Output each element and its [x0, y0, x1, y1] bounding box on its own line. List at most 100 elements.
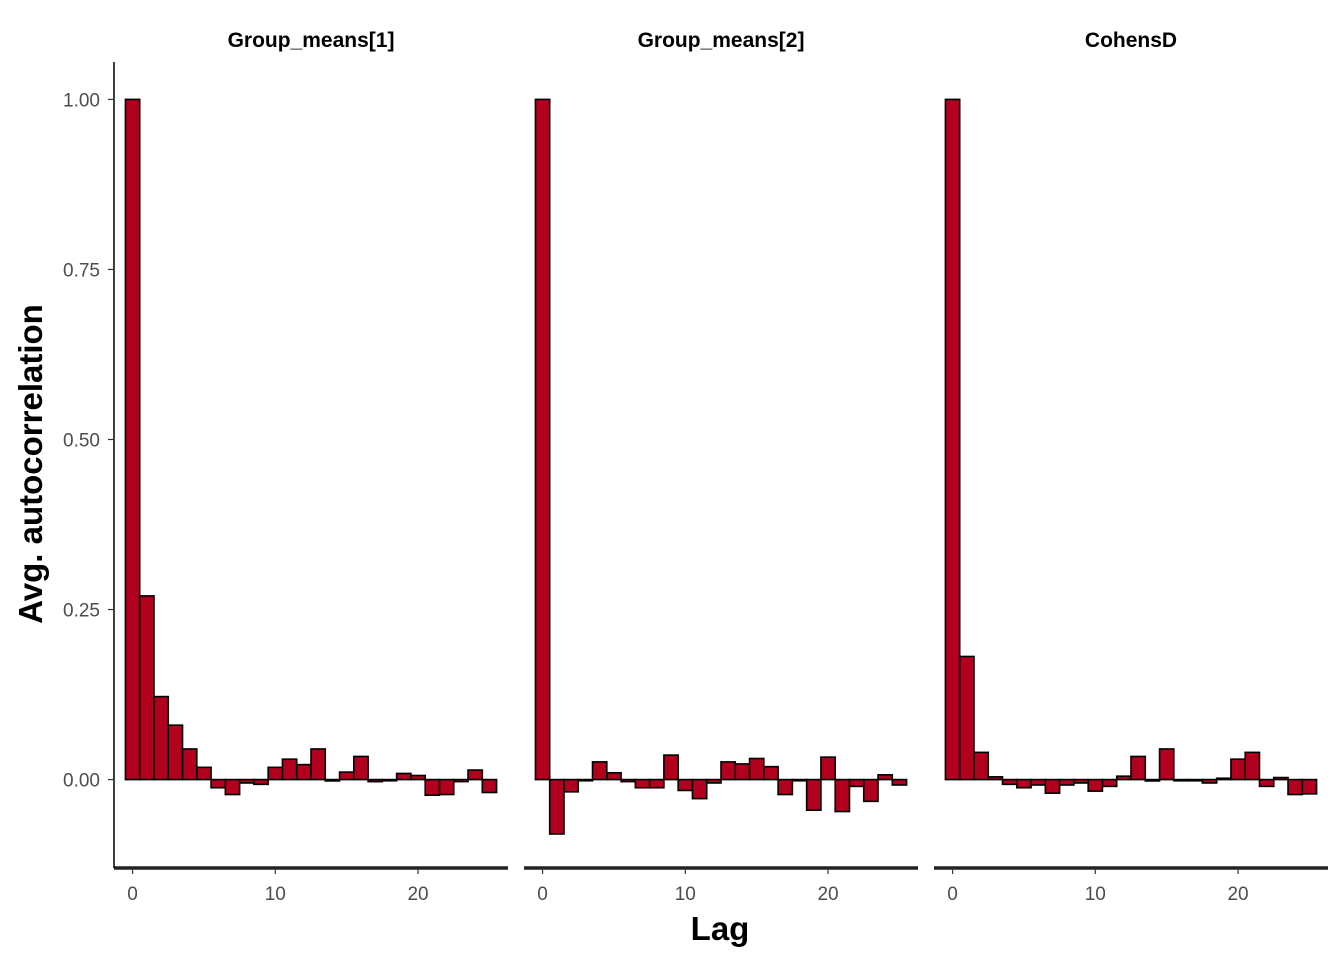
acf-bar [1201, 778, 1218, 784]
acf-bar [253, 778, 269, 786]
acf-bar [1301, 778, 1318, 795]
acf-bar [987, 776, 1004, 781]
acf-bar [1044, 778, 1061, 794]
acf-bar [577, 778, 594, 782]
facet-panel: Group_means[2] 0 10 20 [524, 29, 918, 905]
acf-bar [324, 778, 341, 782]
acf-bar [381, 778, 398, 782]
acf-bar [238, 778, 255, 784]
acf-bar [973, 751, 990, 781]
acf-bar [1230, 758, 1247, 781]
acf-bar [1272, 776, 1289, 781]
facet-title: CohensD [1085, 29, 1177, 52]
acf-bar [481, 778, 498, 794]
acf-bar [663, 754, 679, 781]
acf-bar [410, 774, 427, 781]
acf-bar [605, 771, 622, 781]
acf-bar [591, 761, 608, 781]
acf-bar [1073, 778, 1089, 784]
acf-bar [138, 595, 155, 781]
x-axis-title: Lag [691, 910, 750, 947]
y-tick-label: 0.00 [63, 771, 100, 792]
acf-bar [777, 778, 794, 796]
facet-title: Group_means[1] [228, 29, 395, 52]
acf-bar [1101, 778, 1118, 788]
facet-title: Group_means[2] [638, 29, 805, 52]
y-tick-label: 1.00 [63, 90, 100, 111]
acf-bar [862, 778, 879, 803]
acf-bar [877, 774, 894, 781]
acf-bar [124, 98, 141, 781]
acf-bar [805, 778, 822, 811]
acf-bar [791, 778, 808, 782]
y-tick-label: 0.25 [63, 601, 100, 622]
acf-bar [620, 778, 637, 783]
x-tick-label: 10 [1085, 884, 1106, 905]
acf-bar [563, 778, 580, 793]
acf-bar [634, 778, 651, 789]
acf-bar [1244, 751, 1261, 781]
acf-bar [705, 778, 722, 784]
acf-bar [1115, 775, 1132, 781]
acf-bar [181, 748, 198, 781]
acf-bar [748, 757, 765, 781]
acf-bar [848, 778, 865, 788]
y-tick-label: 0.75 [63, 260, 100, 281]
acf-bar [281, 758, 298, 781]
acf-bar [820, 756, 837, 781]
x-tick-label: 20 [817, 884, 838, 905]
acf-bar [224, 778, 241, 796]
acf-bar [1158, 748, 1175, 781]
facet-panel: CohensD 0 10 20 [934, 29, 1328, 905]
acf-bar [958, 655, 975, 781]
acf-bar [834, 778, 851, 813]
acf-bar [1001, 778, 1018, 786]
acf-bar [295, 763, 312, 781]
acf-bar [424, 778, 441, 797]
y-axis-title: Avg. autocorrelation [12, 304, 49, 624]
x-tick-label: 10 [675, 884, 696, 905]
acf-bar [548, 778, 565, 835]
acf-bar [1015, 778, 1032, 789]
acf-bar [1258, 778, 1275, 788]
acf-bar [310, 748, 327, 781]
acf-bar [944, 98, 961, 781]
acf-bar [1173, 778, 1189, 782]
x-tick-label: 0 [127, 884, 138, 905]
acf-bar [438, 778, 455, 796]
x-tick-label: 20 [407, 884, 428, 905]
acf-bar [1215, 777, 1232, 781]
x-tick-label: 10 [265, 884, 286, 905]
acf-bar [1130, 755, 1147, 781]
acf-bar [1187, 778, 1204, 782]
acf-bar [534, 98, 551, 781]
acf-bar [763, 765, 779, 781]
acf-bar [1030, 778, 1047, 786]
acf-bar [353, 755, 369, 781]
acf-bar [891, 778, 908, 786]
acf-bar [395, 772, 412, 781]
acf-bar [677, 778, 694, 792]
acf-bar [338, 771, 355, 781]
acf-bar [210, 778, 227, 789]
acf-bar [167, 724, 184, 781]
acf-bar [648, 778, 665, 789]
acf-bar [467, 769, 484, 781]
y-tick-label: 0.50 [63, 430, 100, 451]
acf-bar [267, 766, 284, 781]
x-tick-label: 0 [947, 884, 958, 905]
acf-bar [1087, 778, 1104, 792]
acf-bar [1058, 778, 1075, 786]
acf-bar [1144, 778, 1161, 782]
acf-bar [720, 761, 737, 781]
x-tick-label: 0 [537, 884, 548, 905]
x-tick-label: 20 [1227, 884, 1248, 905]
acf-bar [691, 778, 708, 800]
y-axis: 0.00 0.25 0.50 0.75 1.00 [63, 62, 115, 868]
acf-bar [734, 763, 751, 781]
facet-panel: Group_means[1] 0 10 20 [114, 29, 508, 905]
acf-bar [195, 766, 212, 781]
acf-bar [452, 778, 469, 783]
